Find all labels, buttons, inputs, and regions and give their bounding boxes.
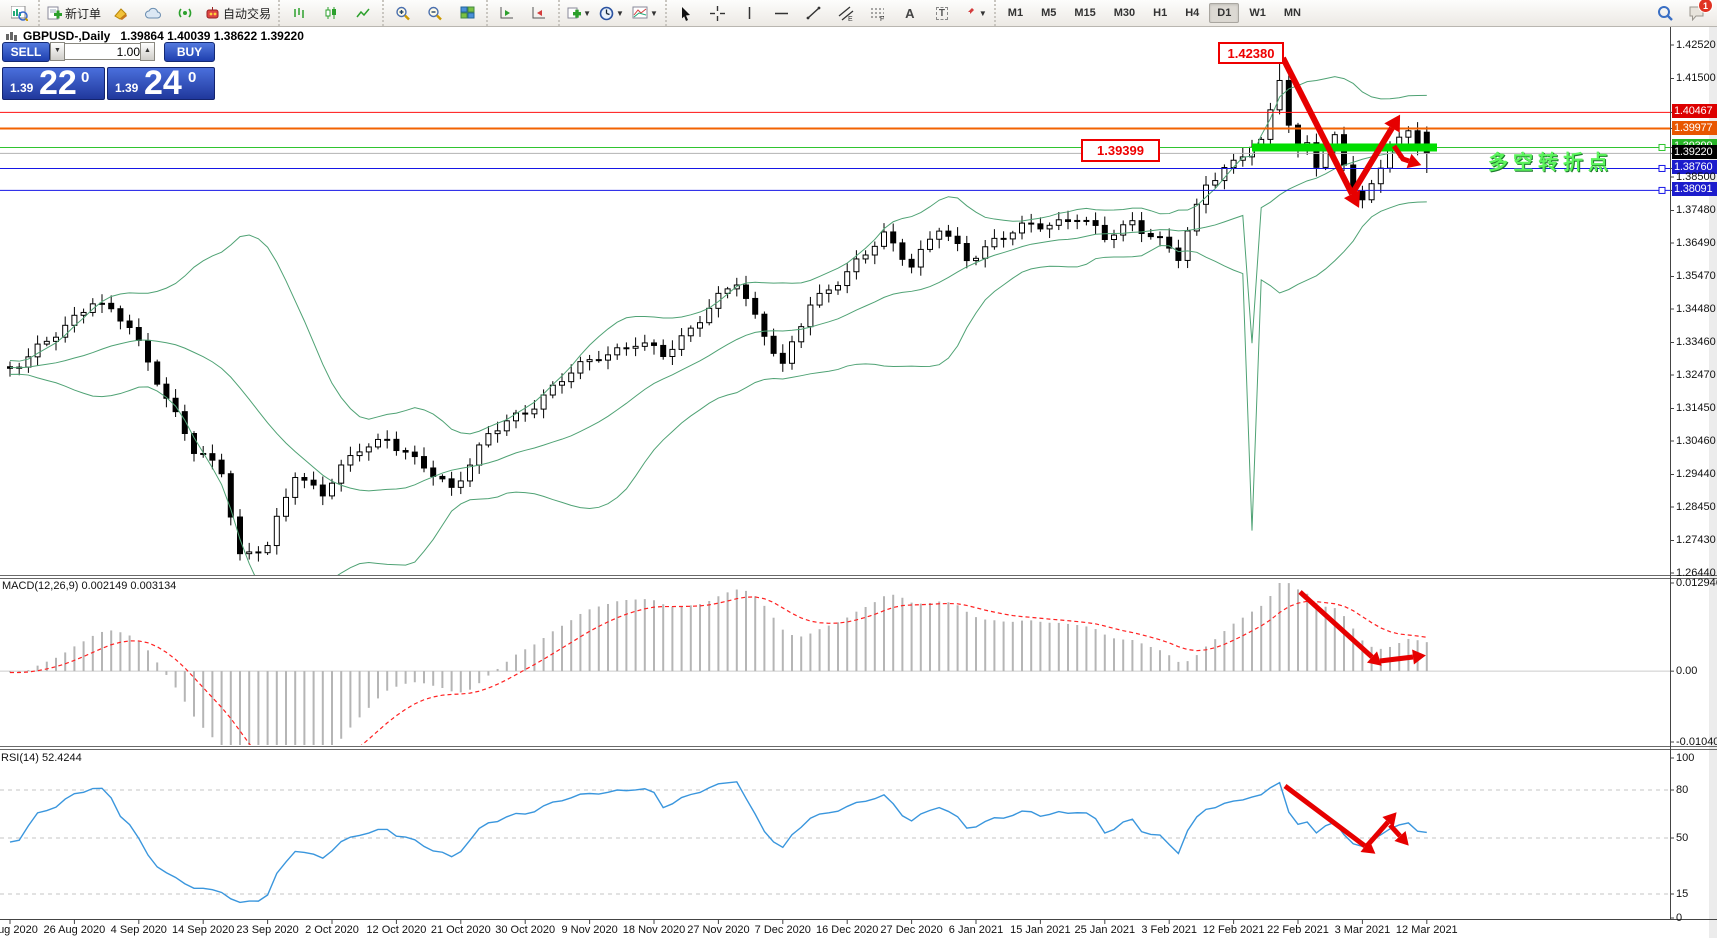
annotation-arrow[interactable] xyxy=(1280,56,1355,196)
equidistant-channel-tool[interactable]: E xyxy=(831,1,861,25)
svg-text:F: F xyxy=(880,16,884,21)
trendline-tool[interactable] xyxy=(799,1,829,25)
chart-shift-icon[interactable] xyxy=(492,1,522,25)
annotation-arrowhead xyxy=(1366,651,1382,666)
rsi-line xyxy=(9,781,1427,904)
annotation-arrowhead xyxy=(1384,114,1401,133)
toolbar-group-trade: 新订单 自动交易 xyxy=(38,0,278,26)
ohlc-readout: 1.39864 1.40039 1.38622 1.39220 xyxy=(120,29,304,43)
annotation-arrowhead xyxy=(1382,812,1397,827)
auto-trading-label: 自动交易 xyxy=(223,6,272,21)
toolbar-group-timeframes: M1 M5 M15 M30 H1 H4 D1 W1 MN xyxy=(993,0,1313,26)
macd-signal-line xyxy=(9,596,1427,745)
notification-badge: 1 xyxy=(1698,0,1713,13)
support-zone-bar[interactable] xyxy=(1252,143,1437,152)
main-toolbar: 新订单 自动交易 ▼ ▼ ▼ E F A T ▼ xyxy=(0,0,1717,27)
bar-chart-icon[interactable] xyxy=(284,1,314,25)
zoom-out-icon[interactable] xyxy=(420,1,450,25)
bollinger-bands xyxy=(9,76,1427,575)
add-indicator-button[interactable]: ▼ xyxy=(564,1,594,25)
sell-price-big: 22 xyxy=(39,64,77,102)
annotation-arrow[interactable] xyxy=(1298,590,1374,659)
sell-button[interactable]: SELL xyxy=(2,42,50,62)
styles-brush-icon[interactable] xyxy=(106,1,136,25)
annotation-arrow[interactable] xyxy=(1379,654,1414,664)
svg-text:E: E xyxy=(848,16,853,21)
text-label-tool[interactable]: T xyxy=(927,1,957,25)
new-order-label: 新订单 xyxy=(65,6,102,21)
chart-autoscroll-icon[interactable] xyxy=(524,1,554,25)
timeframe-h4[interactable]: H4 xyxy=(1185,7,1200,19)
annotation-arrowhead xyxy=(1394,830,1409,846)
crosshair-tool[interactable] xyxy=(703,1,733,25)
toolbar-group-main xyxy=(0,0,38,26)
toolbar-right: 1 xyxy=(1649,0,1717,25)
line-chart-icon[interactable] xyxy=(348,1,378,25)
toolbar-group-add: ▼ ▼ ▼ xyxy=(558,0,665,26)
cursor-tool[interactable] xyxy=(671,1,701,25)
macd-histogram xyxy=(9,583,1428,745)
toolbar-group-charttype xyxy=(278,0,382,26)
bollinger-lower xyxy=(9,201,1427,575)
signals-icon[interactable] xyxy=(170,1,200,25)
timeframe-m15[interactable]: M15 xyxy=(1074,7,1096,19)
candlesticks xyxy=(7,49,1430,562)
chart-window-icon xyxy=(6,31,17,41)
text-tool[interactable]: A xyxy=(905,5,915,21)
timeframe-mn[interactable]: MN xyxy=(1283,7,1301,19)
volume-increase-button[interactable]: ▲ xyxy=(140,42,155,61)
new-order-button[interactable]: 新订单 xyxy=(44,1,104,25)
bollinger-upper xyxy=(9,76,1427,435)
buy-price-big: 24 xyxy=(144,64,182,102)
zoom-in-icon[interactable] xyxy=(388,1,418,25)
annotation-arrow[interactable] xyxy=(1364,820,1390,849)
buy-price-small: 1.39 xyxy=(115,81,139,95)
chat-icon[interactable]: 1 xyxy=(1682,0,1713,25)
line-handle[interactable] xyxy=(1658,186,1666,194)
sell-price-small: 1.39 xyxy=(10,81,34,95)
sell-price-display[interactable]: 1.39 22 0 xyxy=(2,64,105,102)
timeframe-m5[interactable]: M5 xyxy=(1041,7,1057,19)
auto-trading-button[interactable]: 自动交易 xyxy=(202,1,274,25)
search-icon[interactable] xyxy=(1650,1,1680,25)
bollinger-middle xyxy=(9,148,1427,492)
timeframe-m30[interactable]: M30 xyxy=(1113,7,1136,19)
vertical-line-tool[interactable] xyxy=(735,1,765,25)
annotation-arrowhead xyxy=(1343,189,1361,208)
horizontal-line-tool[interactable] xyxy=(767,1,797,25)
sell-price-sup: 0 xyxy=(81,69,90,86)
timeframe-w1[interactable]: W1 xyxy=(1249,7,1266,19)
timeframe-m1[interactable]: M1 xyxy=(1007,7,1024,19)
line-handle[interactable] xyxy=(1658,143,1666,151)
toolbar-group-nav xyxy=(486,0,558,26)
volume-input[interactable] xyxy=(64,43,144,60)
annotation-arrowhead xyxy=(1412,649,1426,665)
buy-button[interactable]: BUY xyxy=(164,42,215,62)
volume-decrease-button[interactable]: ▼ xyxy=(50,42,65,61)
toolbar-group-objects: E F A T ▼ xyxy=(664,0,994,26)
buy-price-display[interactable]: 1.39 24 0 xyxy=(107,64,215,102)
fibonacci-tool[interactable]: F xyxy=(863,1,893,25)
annotation-arrow[interactable] xyxy=(1283,784,1367,848)
symbol-period-label: GBPUSD-,Daily xyxy=(23,29,111,43)
timeframe-d1[interactable]: D1 xyxy=(1209,3,1240,23)
periods-clock-button[interactable]: ▼ xyxy=(596,1,627,25)
candlestick-chart-icon[interactable] xyxy=(316,1,346,25)
timeframe-h1[interactable]: H1 xyxy=(1153,7,1168,19)
new-chart-icon[interactable] xyxy=(4,1,34,25)
arrows-tool[interactable]: ▼ xyxy=(959,1,990,25)
template-button[interactable]: ▼ xyxy=(629,1,661,25)
cloud-icon[interactable] xyxy=(138,1,168,25)
chart-window-title: GBPUSD-,Daily 1.39864 1.40039 1.38622 1.… xyxy=(6,29,304,43)
tile-windows-icon[interactable] xyxy=(452,1,482,25)
line-handle[interactable] xyxy=(1658,164,1666,172)
annotation-arrow[interactable] xyxy=(1349,126,1395,196)
buy-price-sup: 0 xyxy=(188,69,197,86)
annotation-arrowhead xyxy=(1406,153,1422,169)
annotation-arrow[interactable] xyxy=(1388,823,1402,838)
annotation-arrow[interactable] xyxy=(1391,144,1410,164)
toolbar-group-zoom xyxy=(382,0,486,26)
